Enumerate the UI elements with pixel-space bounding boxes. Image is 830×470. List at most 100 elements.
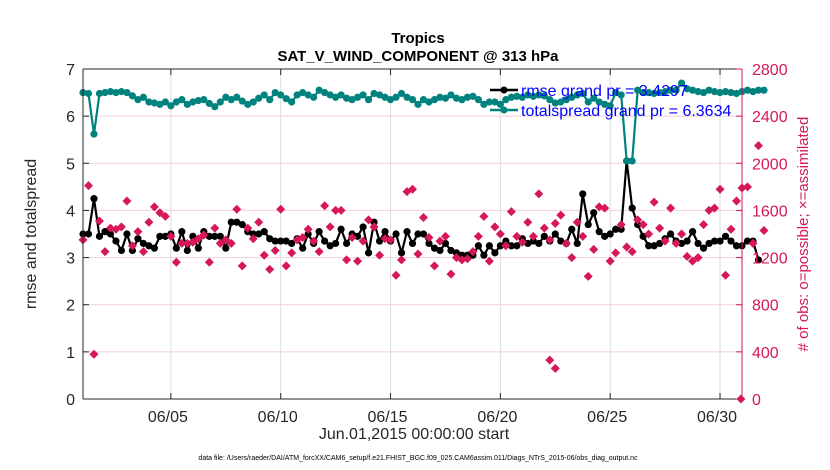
series-point (710, 237, 719, 245)
obs-count-point (204, 257, 214, 267)
series-point (496, 242, 504, 250)
obs-count-point (133, 227, 143, 237)
series-point (568, 225, 576, 233)
series-point (397, 89, 406, 98)
obs-count-point (221, 235, 231, 245)
obs-count-point (611, 248, 621, 258)
obs-count-point (506, 207, 516, 217)
x-tick-label: 06/10 (258, 409, 298, 426)
series-point (562, 96, 570, 104)
series-point (288, 239, 296, 248)
series-point (233, 218, 241, 226)
series-point (123, 88, 131, 97)
obs-count-point (358, 236, 368, 246)
series-point (304, 91, 312, 99)
series-point (447, 91, 455, 99)
obs-count-point (138, 247, 148, 257)
series-point (386, 96, 395, 104)
series-point (595, 98, 603, 106)
legend-label-totalspread: totalspread grand pr = 6.3634 (521, 103, 731, 120)
obs-count-point (715, 184, 725, 194)
obs-count-point (556, 210, 566, 220)
obs-count-point (495, 229, 505, 239)
series-point (447, 246, 455, 255)
obs-count-point (742, 182, 752, 192)
series-point (507, 93, 515, 101)
obs-count-point (270, 246, 280, 255)
series-point (650, 89, 658, 98)
series-point (551, 99, 559, 107)
legend: rmse grand pr = 3.4297 totalspread grand… (490, 83, 731, 120)
obs-count-point (457, 255, 467, 265)
series-point (84, 89, 93, 98)
obs-count-point (479, 211, 489, 221)
x-tick-label: 06/20 (477, 409, 517, 426)
series-point (189, 98, 197, 106)
series-point (743, 86, 752, 94)
series-point (617, 91, 625, 99)
series-point (699, 88, 708, 97)
series-point (491, 249, 499, 257)
series-point (178, 228, 186, 236)
series-point (222, 244, 230, 252)
series-point (419, 96, 428, 104)
obs-count-point (276, 204, 286, 214)
y-tick-label: 7 (66, 62, 75, 79)
obs-count-point (660, 236, 670, 246)
series-point (183, 100, 191, 108)
obs-count-point (325, 222, 335, 232)
obs-count-point (688, 256, 698, 266)
series-point (337, 91, 345, 99)
series-point (480, 100, 488, 108)
obs-count-point (287, 248, 297, 258)
obs-count-point (210, 223, 220, 233)
series-point (370, 89, 378, 98)
series-point (150, 244, 158, 252)
series-point (436, 246, 444, 255)
obs-count-point (710, 203, 720, 213)
series-point (540, 232, 548, 240)
series-point (343, 94, 351, 102)
series-point (315, 228, 323, 236)
series-point (216, 98, 224, 106)
series-point (310, 93, 318, 101)
obs-count-point (375, 250, 385, 260)
series-point (628, 204, 636, 212)
obs-count-point (215, 238, 225, 248)
obs-count-point (638, 220, 648, 230)
legend-marker-totalspread (500, 106, 508, 114)
series-point (90, 195, 98, 203)
series-point (277, 237, 285, 245)
series-point (727, 237, 735, 245)
series-point (271, 88, 279, 97)
series-point (332, 239, 340, 248)
series-point (645, 242, 653, 250)
obs-count-point (539, 223, 549, 233)
series-point (513, 242, 521, 250)
series-point (606, 230, 614, 238)
series-point (139, 93, 148, 101)
obs-count-point (484, 256, 494, 266)
series-point (128, 92, 137, 100)
series-point (485, 242, 493, 250)
series-point (683, 237, 691, 245)
series-point (244, 100, 252, 108)
obs-count-point (347, 233, 357, 243)
series-point (299, 88, 307, 97)
series-point (727, 88, 735, 97)
series-point (524, 91, 532, 99)
obs-count-point (440, 231, 450, 241)
obs-count-point (281, 261, 291, 271)
series-point (101, 88, 109, 97)
series-point (584, 220, 592, 229)
series-point (343, 239, 351, 248)
legend-label-rmse: rmse grand pr = 3.4297 (521, 83, 688, 100)
series-point (101, 228, 109, 236)
series-point (513, 92, 521, 100)
series-point (612, 225, 620, 233)
series-point (579, 190, 587, 198)
obs-count-point (682, 251, 692, 261)
obs-count-point (649, 197, 659, 207)
series-point (705, 86, 713, 94)
